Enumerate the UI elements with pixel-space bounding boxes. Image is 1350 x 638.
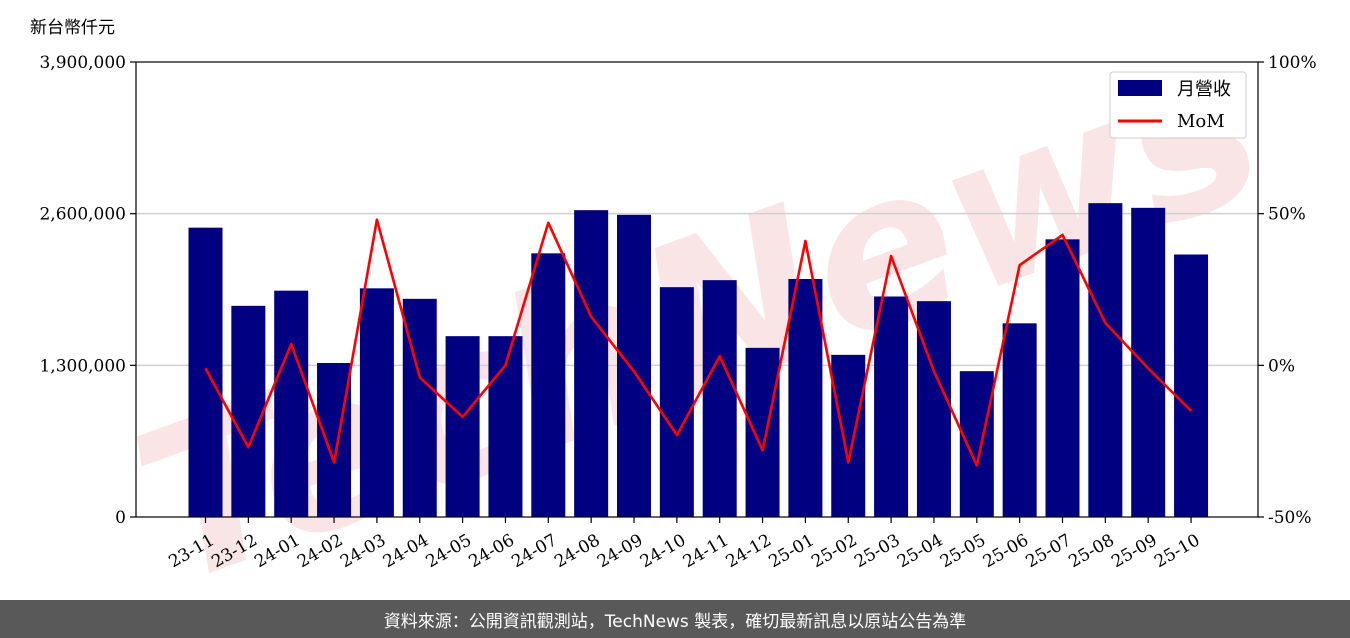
- revenue-bar: [659, 287, 694, 517]
- bars: [188, 203, 1209, 518]
- mom-line-path: [204, 218, 1193, 467]
- legend-bar-label: 月營收: [1177, 79, 1231, 100]
- revenue-bar: [359, 288, 394, 517]
- revenue-bar: [916, 301, 951, 517]
- x-tick-label: 24-11: [680, 530, 732, 572]
- footer-text: 資料來源：公開資訊觀測站，TechNews 製表，確切最新訊息以原站公告為準: [383, 611, 967, 632]
- x-tick-label: 24-12: [723, 530, 775, 572]
- right-tick-label: 50%: [1268, 205, 1306, 225]
- left-axis-ticks: 0 1,300,000 2,600,000 3,900,000: [39, 53, 136, 528]
- axes: [135, 61, 1259, 518]
- x-tick-label: 24-10: [637, 530, 689, 572]
- revenue-bar: [188, 227, 223, 517]
- revenue-bar: [1088, 203, 1123, 517]
- x-tick-label: 25-10: [1151, 530, 1203, 572]
- revenue-bar: [317, 363, 352, 517]
- revenue-bar: [874, 296, 909, 517]
- x-tick-label: 24-08: [551, 530, 603, 572]
- left-tick-label: 2,600,000: [39, 205, 126, 225]
- right-tick-label: 0%: [1268, 356, 1295, 376]
- revenue-bar: [231, 305, 266, 517]
- x-tick-label: 25-04: [894, 530, 946, 572]
- revenue-bar: [1131, 207, 1166, 518]
- x-tick-label: 25-07: [1023, 530, 1075, 572]
- unit-label: 新台幣仟元: [30, 18, 115, 38]
- x-tick-label: 25-09: [1108, 530, 1160, 572]
- revenue-bar: [574, 210, 609, 517]
- x-tick-label: 25-02: [808, 530, 860, 572]
- revenue-bar: [831, 354, 866, 517]
- right-axis-ticks: -50% 0% 50% 100%: [1258, 53, 1317, 528]
- plot-frame: [135, 61, 1259, 518]
- x-tick-label: 24-09: [594, 530, 646, 572]
- x-tick-label: 24-06: [466, 530, 518, 572]
- revenue-bar: [702, 280, 737, 517]
- legend: 月營收 MoM: [1109, 71, 1247, 139]
- revenue-bar: [531, 253, 566, 518]
- x-tick-label: 25-01: [765, 530, 817, 572]
- revenue-bar: [1045, 239, 1080, 518]
- legend-line-label: MoM: [1177, 111, 1225, 132]
- revenue-bar: [274, 290, 309, 517]
- left-tick-label: 1,300,000: [39, 356, 126, 376]
- right-tick-label: -50%: [1268, 508, 1312, 528]
- revenue-bar: [445, 336, 480, 517]
- revenue-bar: [959, 371, 994, 517]
- mom-line: [204, 218, 1193, 467]
- legend-bar-swatch: [1118, 80, 1162, 96]
- revenue-bar: [617, 214, 651, 518]
- revenue-bar: [1002, 323, 1037, 517]
- left-tick-label: 0: [115, 508, 126, 528]
- x-tick-label: 25-06: [980, 530, 1032, 572]
- left-tick-label: 3,900,000: [39, 53, 126, 73]
- source-footer: 資料來源：公開資訊觀測站，TechNews 製表，確切最新訊息以原站公告為準: [0, 600, 1350, 638]
- right-tick-label: 100%: [1268, 53, 1317, 73]
- x-tick-label: 25-05: [937, 530, 989, 572]
- revenue-bar: [745, 347, 780, 517]
- revenue-bar: [788, 279, 823, 517]
- x-tick-label: 24-07: [508, 530, 560, 572]
- x-tick-label: 25-03: [851, 530, 903, 572]
- revenue-bar: [1174, 254, 1209, 517]
- x-tick-label: 25-08: [1065, 530, 1117, 572]
